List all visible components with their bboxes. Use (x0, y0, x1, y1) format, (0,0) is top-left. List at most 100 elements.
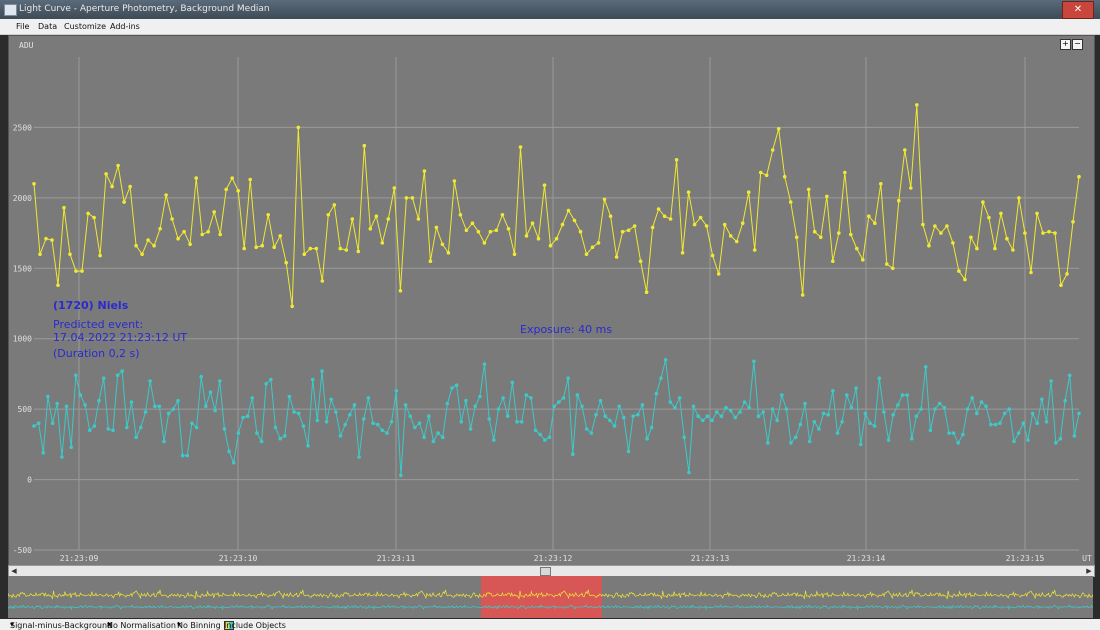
series-1-point (80, 269, 84, 273)
zoom-out-button[interactable]: − (1072, 39, 1083, 50)
series-1-point (386, 217, 391, 221)
series-2-point (919, 407, 923, 411)
scroll-left-arrow-icon[interactable]: ◀ (11, 567, 17, 575)
series-1-point (152, 243, 156, 248)
series-2-point (366, 396, 371, 400)
series-1-point (909, 186, 913, 190)
series-2-point (803, 401, 807, 406)
series-1-point (104, 172, 108, 176)
series-2-point (245, 414, 250, 419)
menu-customize[interactable]: Customize (64, 22, 106, 31)
series-2-point (761, 410, 765, 414)
series-1-point (350, 217, 355, 221)
series-1-point (843, 170, 847, 175)
series-2-point (139, 425, 143, 430)
series-2-point (854, 386, 858, 390)
series-2-point (910, 436, 914, 441)
series-2-point (575, 393, 580, 397)
binning-dropdown[interactable]: No Binning ▾ (177, 620, 221, 630)
series-2-point (682, 435, 686, 440)
scroll-right-arrow-icon[interactable]: ▶ (1086, 567, 1092, 575)
series-1-point (434, 225, 439, 230)
series-2-point (1016, 431, 1021, 435)
series-1-point (794, 235, 799, 240)
series-2-point (320, 369, 324, 373)
series-2-point (464, 398, 468, 403)
series-1-point (806, 187, 811, 192)
series-2-point (668, 400, 673, 404)
x-tick-label: 21:23:10 (219, 554, 258, 563)
zoom-in-button[interactable]: + (1060, 39, 1071, 50)
series-2-point (872, 424, 877, 428)
series-1-point (1011, 248, 1015, 252)
series-1-point (722, 222, 727, 227)
series-2-point (896, 403, 900, 407)
menu-data[interactable]: Data (38, 22, 58, 31)
series-1-point (873, 221, 877, 225)
series-2-point (227, 449, 231, 454)
series-1-point (716, 272, 721, 276)
series-1-point (266, 213, 271, 217)
series-2-point (46, 394, 50, 399)
series-1-point (939, 231, 943, 235)
series-2-point (399, 473, 403, 478)
series-2-point (989, 422, 993, 427)
series-2-point (190, 421, 194, 426)
series-2-point (148, 379, 152, 383)
series-1-point (44, 236, 48, 241)
series-2-point (166, 411, 171, 416)
series-2-point (617, 404, 621, 409)
series-1-point (566, 208, 571, 213)
series-1-point (1041, 231, 1045, 235)
series-1-point (752, 248, 757, 252)
series-1-point (110, 184, 114, 189)
series-2-point (631, 414, 635, 419)
signal-mode-dropdown[interactable]: Signal-minus-Background ▾ (10, 620, 113, 630)
normalisation-dropdown[interactable]: No Normalisation ▾ (107, 620, 176, 630)
scrollbar-thumb[interactable] (540, 567, 551, 576)
series-2-point (1049, 379, 1053, 383)
series-2-point (450, 386, 454, 390)
series-2-point (459, 420, 464, 424)
series-2-point (375, 422, 380, 427)
series-1-point (1035, 211, 1039, 216)
series-1-point (416, 217, 421, 221)
series-2-point (348, 413, 352, 417)
include-objects-dropdown[interactable]: Include Objects ▾ (224, 620, 286, 630)
series-1-point (632, 224, 637, 228)
series-1-point (903, 148, 907, 152)
series-2-point (691, 404, 696, 409)
series-2-point (654, 391, 659, 396)
series-1-point (338, 246, 343, 251)
series-2-point (310, 377, 315, 382)
series-1-point (746, 190, 751, 194)
y-tick-label: -500 (13, 546, 32, 555)
series-2-point (505, 414, 510, 419)
series-1-point (626, 228, 631, 233)
series-2-point (1007, 407, 1012, 411)
menu-add-ins[interactable]: Add-ins (110, 22, 140, 31)
series-1-point (692, 222, 697, 227)
series-1-point (1071, 220, 1075, 224)
series-1-point (1005, 236, 1009, 241)
series-2-point (473, 404, 478, 409)
light-curve-plot[interactable]: 2500 2000 1500 1000 500 0 -500 ADU 21:23:09 21:23… (8, 35, 1095, 566)
series-2-point (204, 404, 208, 409)
close-button[interactable]: ✕ (1062, 1, 1094, 19)
y-tick-label: 1500 (13, 264, 32, 273)
series-2-point (324, 420, 329, 424)
overview-strip[interactable] (8, 576, 1093, 618)
series-1-point (987, 215, 991, 220)
series-2-point (1035, 421, 1039, 426)
menu-file[interactable]: File (16, 22, 30, 31)
series-2-point (937, 401, 942, 406)
series-1-point (380, 241, 385, 245)
object-name: (1720) Niels (53, 299, 129, 312)
series-2-point (176, 398, 180, 403)
series-2-point (111, 428, 115, 433)
series-2-point (427, 414, 431, 419)
overview-selection[interactable] (481, 576, 602, 618)
series-1-point (458, 213, 463, 217)
y-tick-label: 1000 (13, 335, 32, 344)
series-2-point (153, 404, 157, 409)
